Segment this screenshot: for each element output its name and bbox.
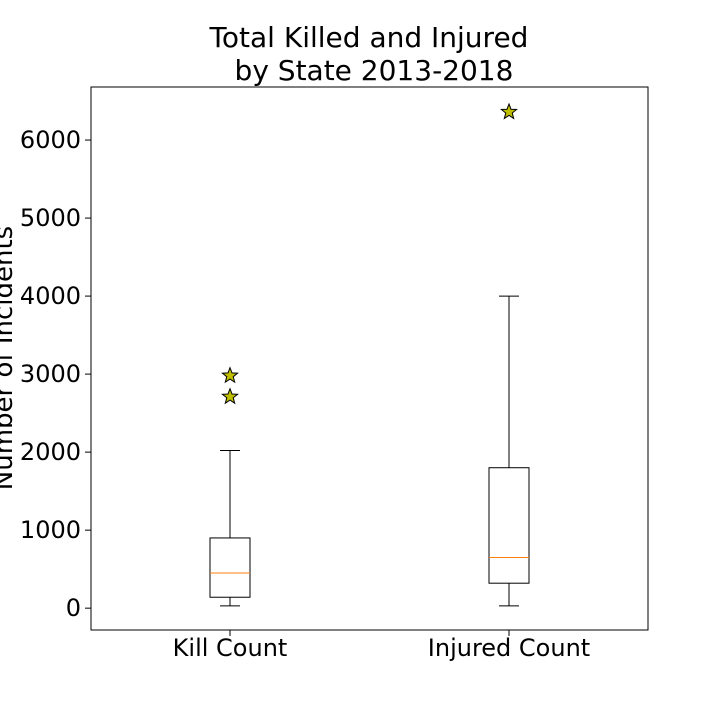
y-tick-label: 3000 (20, 360, 81, 388)
outlier-point (221, 387, 239, 405)
outlier-point (500, 102, 518, 120)
y-tick-label: 6000 (20, 126, 81, 154)
box-series (209, 102, 530, 607)
y-tick-label: 1000 (20, 516, 81, 544)
y-axis: 0 1000 2000 3000 4000 5000 6000 (20, 126, 91, 622)
x-axis: Kill Count Injured Count (173, 630, 590, 662)
y-tick-label: 2000 (20, 438, 81, 466)
x-tick-label: Injured Count (428, 634, 590, 662)
box-0 (209, 366, 251, 607)
y-tick-label: 0 (66, 594, 81, 622)
plot-area-frame (90, 86, 649, 631)
x-tick-label: Kill Count (173, 634, 288, 662)
chart-title-line-2: by State 2013-2018 (235, 54, 514, 87)
interquartile-box (209, 537, 251, 598)
y-tick-label: 4000 (20, 282, 81, 310)
chart-title-line-1: Total Killed and Injured (209, 21, 529, 54)
y-axis-label: Number of Incidents (0, 226, 19, 490)
y-tick-label: 5000 (20, 204, 81, 232)
interquartile-box (488, 467, 530, 584)
box-1 (488, 102, 530, 607)
outlier-point (221, 366, 239, 384)
